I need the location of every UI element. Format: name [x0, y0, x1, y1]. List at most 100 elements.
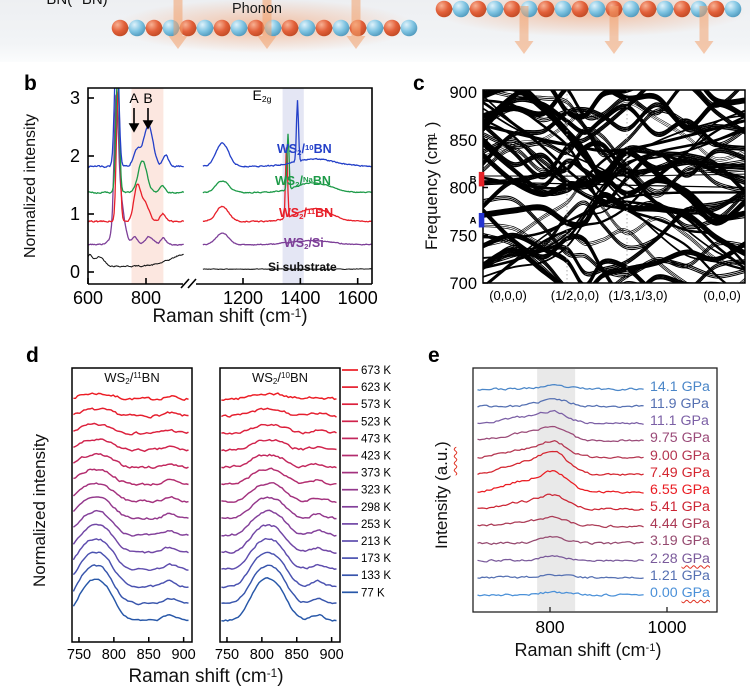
temperature-spectra	[221, 392, 337, 622]
pressure-label: 14.1 GPa	[650, 379, 710, 395]
pressure-label: 4.44 GPa	[650, 516, 710, 533]
panel-e-label: e	[428, 344, 440, 367]
subpanel-title-10bn: WS2/10BN	[251, 370, 309, 387]
pressure-label: 3.19 GPa	[650, 533, 710, 550]
pressure-label: 9.00 GPa	[650, 447, 710, 464]
panel-b-xlabel: Raman shift (cm-1)	[152, 306, 308, 327]
svg-text:700: 700	[449, 275, 477, 293]
phonon-arrow-icon	[514, 6, 534, 54]
marker-a	[478, 212, 485, 228]
svg-text:1400: 1400	[280, 288, 320, 308]
series-label-ws2-10bn: WS2/10BN	[277, 142, 332, 158]
panel-e-axes: 800 1000	[472, 367, 718, 637]
legend-item: 213 K	[361, 536, 391, 548]
legend-item: 373 K	[361, 468, 391, 480]
legend-item: 253 K	[361, 519, 391, 531]
svg-text:3: 3	[70, 88, 80, 108]
panel-b-axes: 0 1 2 3 600 800 1200 1400 1600	[70, 87, 378, 308]
panel-d-plot: 750 800 850 900 750 800 850 900 673 K 623 K 573 K 5…	[67, 365, 392, 663]
phonon-arrow-icon	[694, 6, 714, 54]
svg-text:850: 850	[449, 132, 477, 150]
peak-arrow-icons	[128, 108, 154, 133]
panel-e-xlabel: Raman shift (cm-1)	[514, 640, 662, 660]
pressure-label: 6.55 GPa	[650, 481, 710, 498]
svg-text:850: 850	[285, 647, 309, 663]
svg-text:750: 750	[67, 647, 91, 663]
phonon-branches	[483, 90, 745, 283]
subpanel-title-11bn: WS2/11BN	[104, 370, 160, 387]
legend-item: 573 K	[361, 399, 391, 411]
phonon-arrow-icon	[604, 6, 624, 54]
pressure-label: 2.28 GPa	[650, 550, 710, 567]
phonon-arrow-icon	[168, 0, 188, 49]
panel-c-label: c	[413, 72, 425, 95]
svg-text:900: 900	[449, 84, 477, 102]
svg-text:1600: 1600	[338, 288, 378, 308]
svg-text:800: 800	[535, 617, 564, 637]
wavevector-label: (1/3,1/3,0)	[608, 288, 667, 303]
svg-text:1000: 1000	[648, 617, 687, 637]
legend-item: 423 K	[361, 451, 391, 463]
legend-item: 623 K	[361, 382, 391, 394]
pressure-label: 0.00 GPa	[650, 584, 710, 601]
isotope-label: 10BN(11BN)	[36, 0, 108, 8]
wavevector-label: (0,0,0)	[489, 288, 527, 303]
svg-text:600: 600	[73, 288, 103, 308]
panel-e-plot: 800 1000	[472, 367, 718, 637]
series-label-ws2-11bn: WS2/11BN	[279, 206, 334, 222]
pressure-label: 9.75 GPa	[650, 430, 710, 447]
series-label-ws2-si: WS2/Si	[284, 236, 324, 252]
legend-item: 523 K	[361, 416, 391, 428]
pressure-label: 7.49 GPa	[650, 464, 710, 481]
svg-text:750: 750	[215, 647, 239, 663]
svg-text:1: 1	[70, 204, 80, 224]
svg-text:800: 800	[250, 647, 274, 663]
svg-text:2: 2	[70, 146, 80, 166]
panel-b-plot: 0 1 2 3 600 800 1200 1400 1600	[70, 87, 378, 308]
phonon-label: Phonon	[232, 1, 282, 17]
phonon-arrow-icon	[346, 0, 366, 49]
legend-item: 77 K	[361, 587, 385, 599]
legend-item: 673 K	[361, 365, 391, 377]
wavevector-label: (0,0,0)	[703, 288, 741, 303]
svg-text:800: 800	[102, 647, 126, 663]
legend-item: 473 K	[361, 433, 391, 445]
svg-text:800: 800	[131, 288, 161, 308]
panel-d-xlabel: Raman shift (cm-1)	[128, 666, 284, 687]
temperature-spectra	[73, 392, 189, 622]
svg-text:900: 900	[320, 647, 344, 663]
panel-c-axes: 700 750 800 850 900	[449, 84, 746, 293]
panel-c-plot: 700 750 800 850 900 (0,0,0) (1/2,0,0) (1/3,1/3,…	[449, 84, 746, 303]
svg-text:750: 750	[449, 227, 477, 245]
legend-item: 323 K	[361, 485, 391, 497]
svg-text:0: 0	[70, 262, 80, 282]
legend-item: 173 K	[361, 553, 391, 565]
svg-text:A: A	[470, 215, 477, 226]
temperature-legend: 673 K 623 K 573 K 523 K 473 K 423 K 373 K 323 K…	[342, 365, 391, 599]
svg-text:B: B	[470, 174, 477, 185]
pressure-label: 5.41 GPa	[650, 499, 710, 516]
pressure-label: 1.21 GPa	[650, 567, 710, 584]
atom-chains-graphic	[111, 0, 747, 54]
phonon-arrow-icon	[257, 0, 277, 49]
series-label-ws2-nabn: WS2/NaBN	[275, 174, 331, 190]
svg-text:800: 800	[449, 180, 477, 198]
pressure-label: 11.9 GPa	[650, 396, 709, 413]
pressure-spectra	[477, 383, 644, 597]
pressure-label: 11.1 GPa	[650, 413, 709, 430]
panel-b-label: b	[24, 72, 37, 95]
annotation-a: A	[129, 90, 139, 106]
legend-item: 133 K	[361, 570, 391, 582]
annotation-e2g: E2g	[252, 87, 272, 105]
annotation-b: B	[143, 90, 153, 106]
svg-text:900: 900	[172, 647, 196, 663]
series-label-si-substrate: Si substrate	[268, 260, 337, 274]
wavevector-label: (1/2,0,0)	[551, 288, 599, 303]
legend-item: 298 K	[361, 502, 391, 514]
raman-spectra-curves	[88, 88, 372, 271]
svg-text:1200: 1200	[223, 288, 263, 308]
svg-text:850: 850	[137, 647, 161, 663]
panel-d-label: d	[26, 344, 39, 367]
marker-b	[478, 171, 485, 187]
